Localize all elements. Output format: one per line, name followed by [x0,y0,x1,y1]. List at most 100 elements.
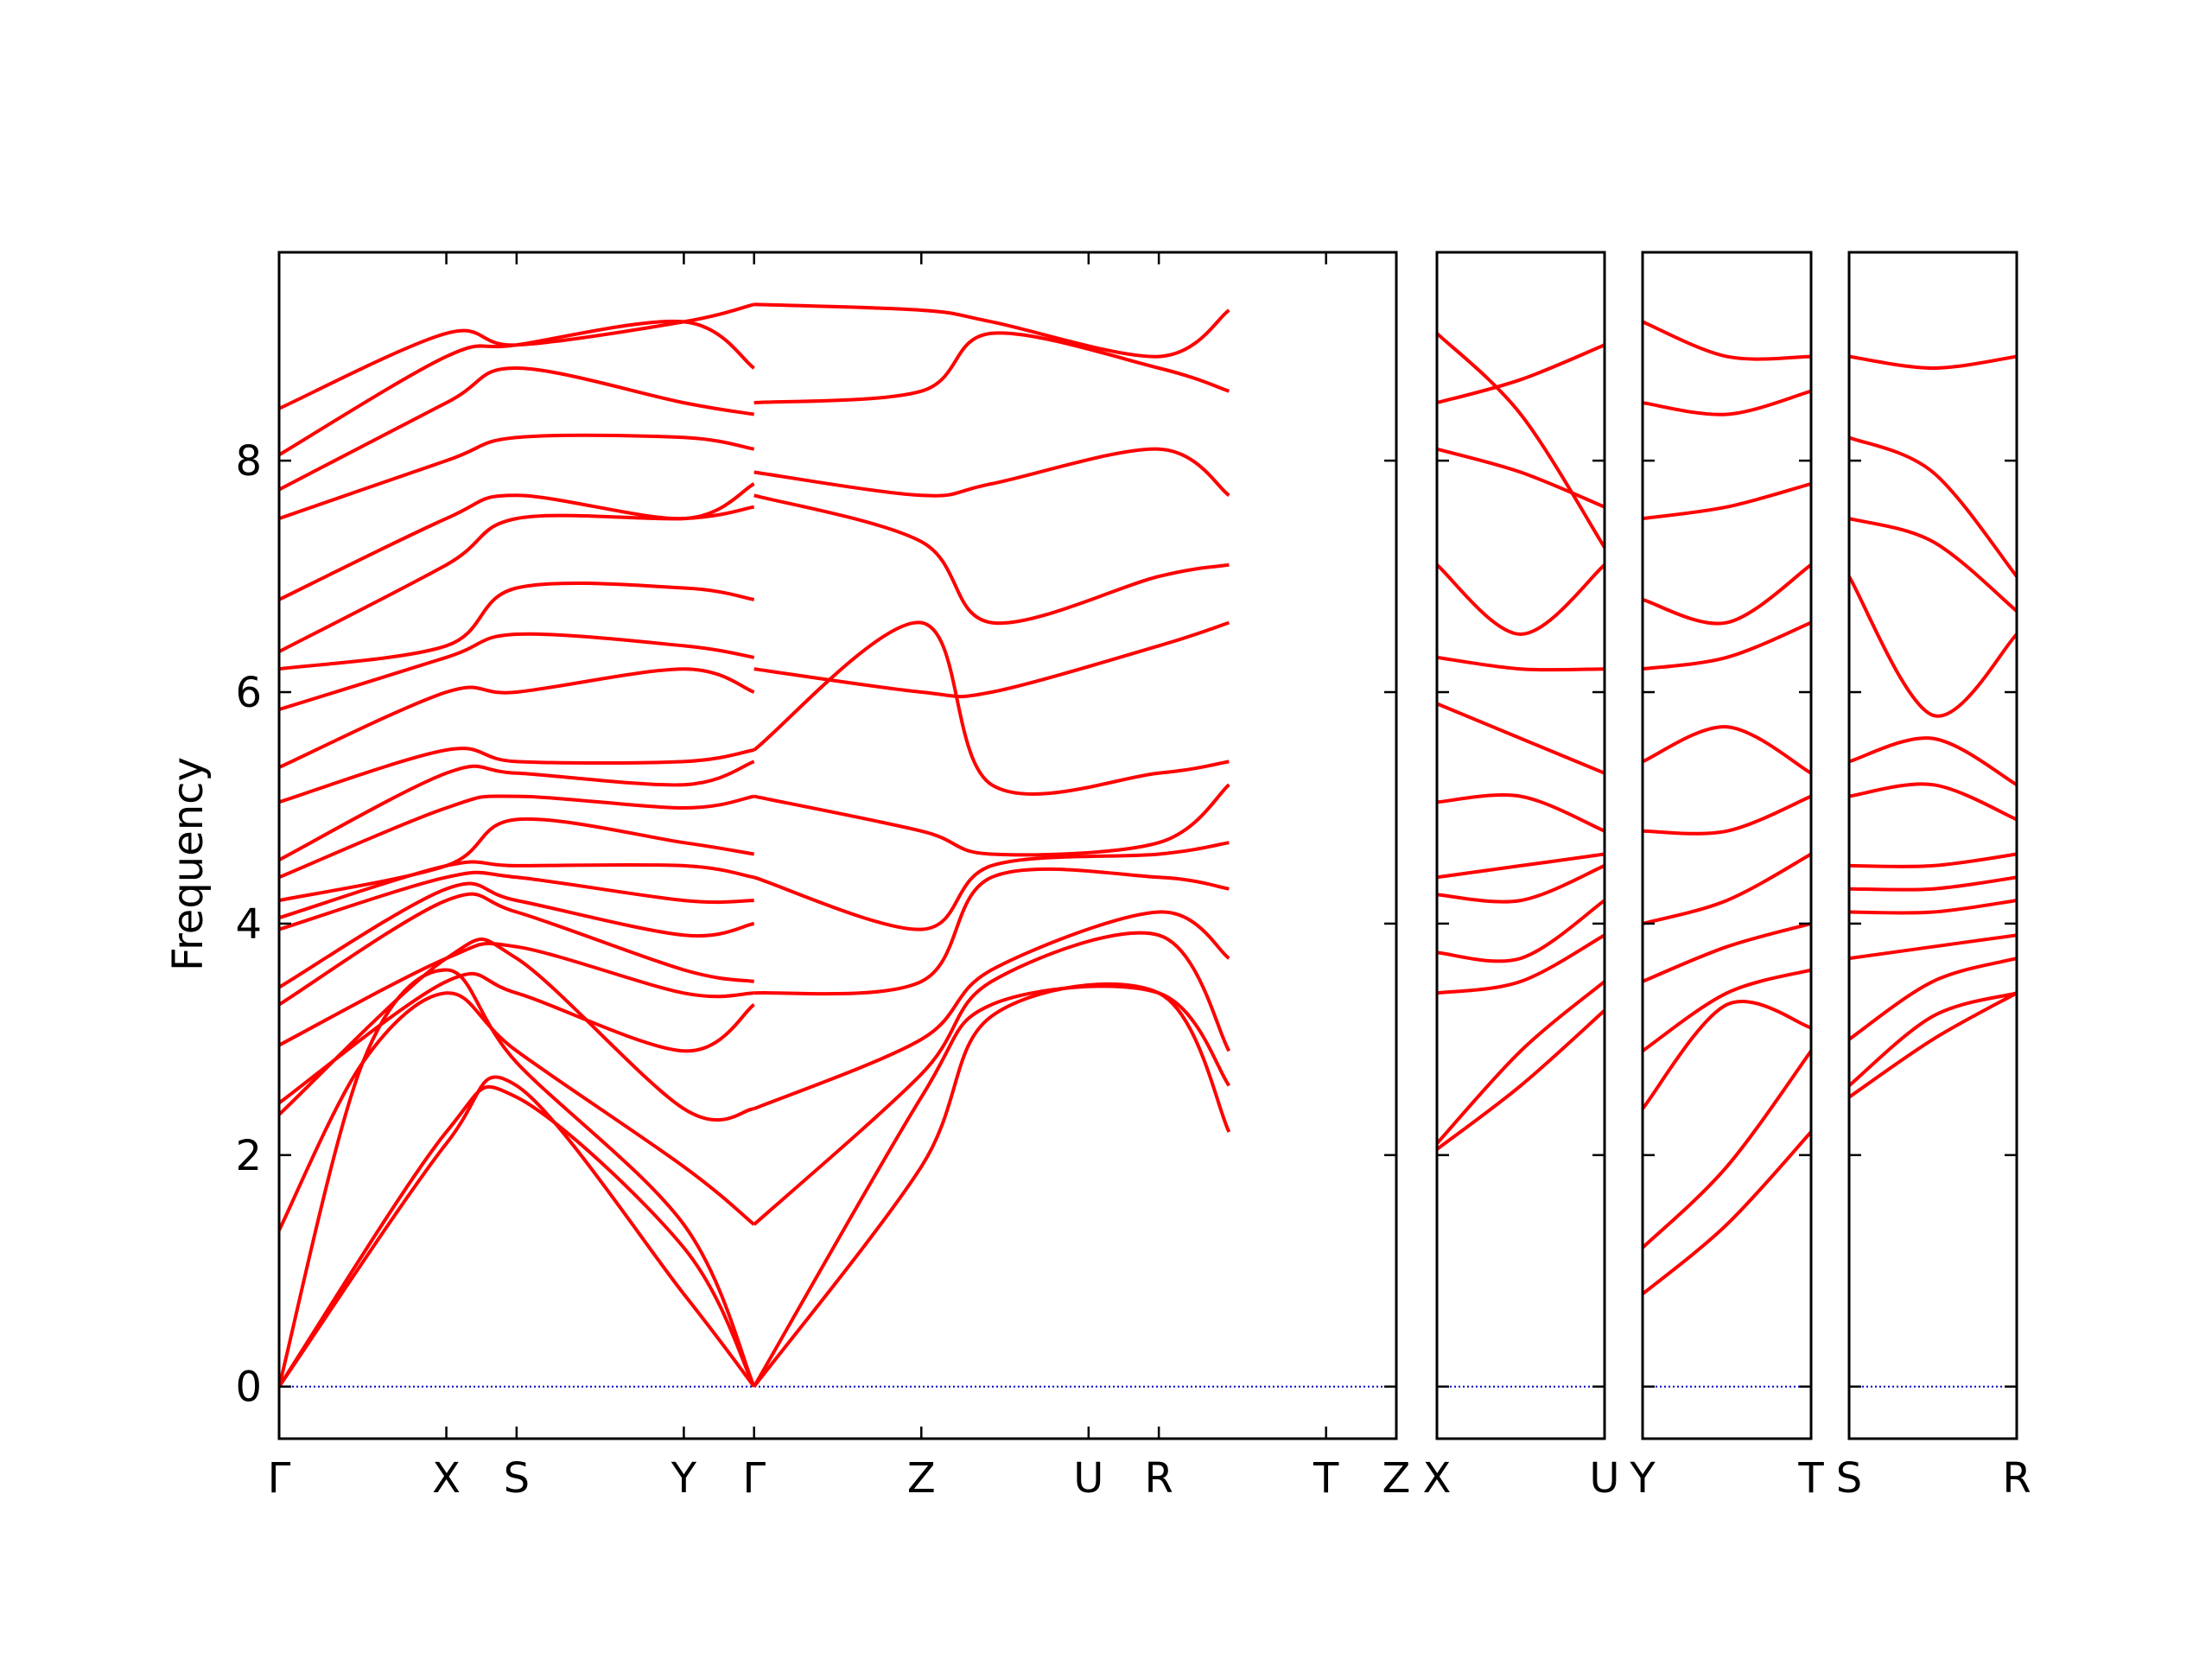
band-line-3 [1849,957,2017,1041]
band-line-11 [1643,481,1811,521]
panel-frame [1435,251,1606,1440]
x-tick-label: T [1313,1454,1339,1503]
band-line-10 [1437,563,1605,636]
band-line-6 [1437,852,1605,880]
band-line-24 [279,302,755,410]
x-tick-label: S [1836,1454,1862,1503]
band-line-3 [1643,999,1811,1110]
band-line-17 [279,632,755,712]
band-line-1 [1643,1130,1811,1296]
band-line-9 [279,881,755,989]
y-tick-label: 0 [235,1363,262,1412]
band-line-11 [1437,447,1605,509]
band-line-9 [1849,736,2017,786]
band-line-32 [753,620,1230,797]
panel-frame [1641,251,1813,1440]
band-line-16 [279,667,755,769]
band-line-26 [752,984,1231,1388]
band-line-12 [1643,389,1811,416]
band-lines [1437,332,1605,1151]
band-line-12 [279,817,755,903]
x-tick-label: R [2002,1454,2031,1503]
band-line-21 [279,433,755,520]
band-line-31 [753,783,1230,857]
x-tick-label: Z [907,1454,936,1503]
band-line-15 [279,747,755,804]
band-line-28 [753,910,1230,1111]
band-line-8 [1437,702,1605,775]
band-line-13 [1437,332,1605,549]
band-line-7 [1643,794,1811,836]
band-line-23 [279,319,755,457]
band-line-13 [1849,354,2017,370]
band-line-29 [753,867,1230,996]
band-line-34 [753,493,1230,626]
y-axis-label: Frequency [164,757,213,971]
band-line-4 [1437,899,1605,963]
band-line-8 [1849,782,2017,822]
band-line-10 [1849,575,2017,718]
band-line-18 [279,581,755,671]
band-lines [1849,354,2017,1099]
band-line-6 [279,971,755,1105]
band-line-5 [1849,899,2017,915]
band-lines [279,302,1231,1388]
band-line-13 [1643,320,1811,361]
x-tick-label: S [504,1454,530,1503]
band-line-1 [1437,1008,1605,1151]
x-tick-label: U [1073,1454,1103,1503]
band-line-2 [1849,991,2017,1087]
band-line-13 [279,794,755,880]
x-tick-label: Z [1382,1454,1411,1503]
band-line-27 [753,931,1231,1226]
band-line-6 [1643,852,1811,925]
band-line-12 [1849,435,2017,578]
x-tick-label: U [1589,1454,1619,1503]
band-line-8 [1643,725,1811,775]
band-line-10 [1643,563,1811,626]
band-line-7 [279,941,754,1047]
band-line-25 [753,982,1231,1388]
band-line-7 [1849,852,2017,868]
band-line-37 [753,302,1230,359]
band-line-30 [753,841,1230,931]
band-lines [1643,320,1811,1296]
panel-frame [277,251,1398,1440]
band-line-1 [279,1075,756,1388]
band-line-3 [279,968,756,1388]
band-line-11 [279,860,755,920]
y-tick-label: 8 [235,437,262,486]
band-line-9 [1643,620,1811,671]
band-line-8 [279,892,755,1007]
panel-frame [1847,251,2018,1440]
x-tick-label: T [1797,1454,1824,1503]
band-line-5 [279,938,754,1122]
band-line-6 [1849,875,2017,892]
x-tick-label: X [1423,1454,1452,1503]
x-tick-label: Γ [742,1454,766,1503]
band-line-33 [753,620,1230,699]
band-line-7 [1437,793,1605,833]
x-tick-label: Y [1629,1454,1656,1503]
band-line-2 [279,1084,756,1388]
band-line-5 [1643,921,1811,983]
band-line-12 [1437,343,1605,405]
y-tick-label: 2 [235,1132,262,1180]
band-line-19 [279,505,755,653]
band-line-4 [1643,968,1811,1052]
x-tick-label: R [1144,1454,1173,1503]
x-tick-label: X [432,1454,461,1503]
band-line-36 [753,331,1230,405]
band-line-11 [1849,517,2017,613]
band-line-4 [1849,933,2017,961]
band-line-2 [1643,1050,1811,1249]
band-line-20 [279,482,755,601]
band-line-1 [1849,991,2017,1099]
x-tick-label: Γ [268,1454,291,1503]
